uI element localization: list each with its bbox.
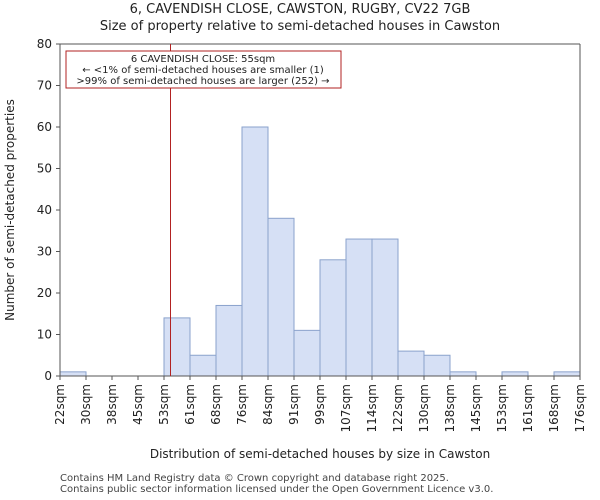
x-tick-label: 168sqm: [547, 384, 561, 432]
y-tick-label: 40: [37, 203, 52, 217]
x-tick-label: 68sqm: [209, 384, 223, 425]
x-tick-label: 130sqm: [417, 384, 431, 432]
x-tick-label: 61sqm: [183, 384, 197, 425]
histogram-bar: [215, 304, 243, 377]
histogram-bar: [449, 371, 477, 377]
histogram-bar: [267, 217, 295, 377]
histogram-bar: [59, 371, 87, 377]
x-tick-label: 176sqm: [573, 384, 587, 432]
x-tick-label: 122sqm: [391, 384, 405, 432]
y-tick-label: 0: [44, 369, 52, 383]
histogram-bar: [371, 238, 399, 377]
histogram-bar: [293, 329, 321, 377]
y-tick-label: 60: [37, 120, 52, 134]
x-tick-label: 91sqm: [287, 384, 301, 425]
x-tick-label: 45sqm: [131, 384, 145, 425]
histogram-bar: [163, 317, 191, 377]
annotation-smaller: ← <1% of semi-detached houses are smalle…: [82, 65, 324, 76]
x-tick-label: 22sqm: [53, 384, 67, 425]
y-tick-label: 70: [37, 79, 52, 93]
footer-licence: Contains public sector information licen…: [60, 484, 494, 495]
annotation-box: [65, 50, 342, 89]
y-axis-label: Number of semi-detached properties: [3, 99, 17, 321]
y-tick-label: 50: [37, 162, 52, 176]
y-tick-label: 30: [37, 245, 52, 259]
histogram-bar: [501, 371, 529, 377]
x-tick-label: 53sqm: [157, 384, 171, 425]
x-tick-label: 114sqm: [365, 384, 379, 432]
y-tick-label: 80: [37, 37, 52, 51]
x-tick-label: 107sqm: [339, 384, 353, 432]
histogram-bar: [241, 126, 269, 377]
x-axis-label: Distribution of semi-detached houses by …: [150, 447, 490, 461]
chart-subtitle: Size of property relative to semi-detach…: [99, 19, 501, 34]
y-tick-label: 20: [37, 286, 52, 300]
x-tick-label: 153sqm: [495, 384, 509, 432]
histogram-bar: [319, 259, 347, 377]
annotation-larger: >99% of semi-detached houses are larger …: [76, 76, 329, 87]
annotation-title: 6 CAVENDISH CLOSE: 55sqm: [131, 54, 275, 65]
chart-title: 6, CAVENDISH CLOSE, CAWSTON, RUGBY, CV22…: [129, 2, 471, 17]
x-tick-label: 30sqm: [79, 384, 93, 425]
x-tick-label: 161sqm: [521, 384, 535, 432]
x-tick-label: 84sqm: [261, 384, 275, 425]
histogram-bar: [397, 350, 425, 377]
x-tick-label: 76sqm: [235, 384, 249, 425]
x-tick-label: 145sqm: [469, 384, 483, 432]
histogram-bar: [553, 371, 581, 377]
footer-copyright: Contains HM Land Registry data © Crown c…: [60, 473, 449, 484]
histogram-bar: [345, 238, 373, 377]
x-tick-label: 99sqm: [313, 384, 327, 425]
histogram-bar: [189, 354, 217, 377]
x-tick-label: 138sqm: [443, 384, 457, 432]
y-tick-label: 10: [37, 328, 52, 342]
histogram-bar: [423, 354, 451, 377]
x-tick-label: 38sqm: [105, 384, 119, 425]
